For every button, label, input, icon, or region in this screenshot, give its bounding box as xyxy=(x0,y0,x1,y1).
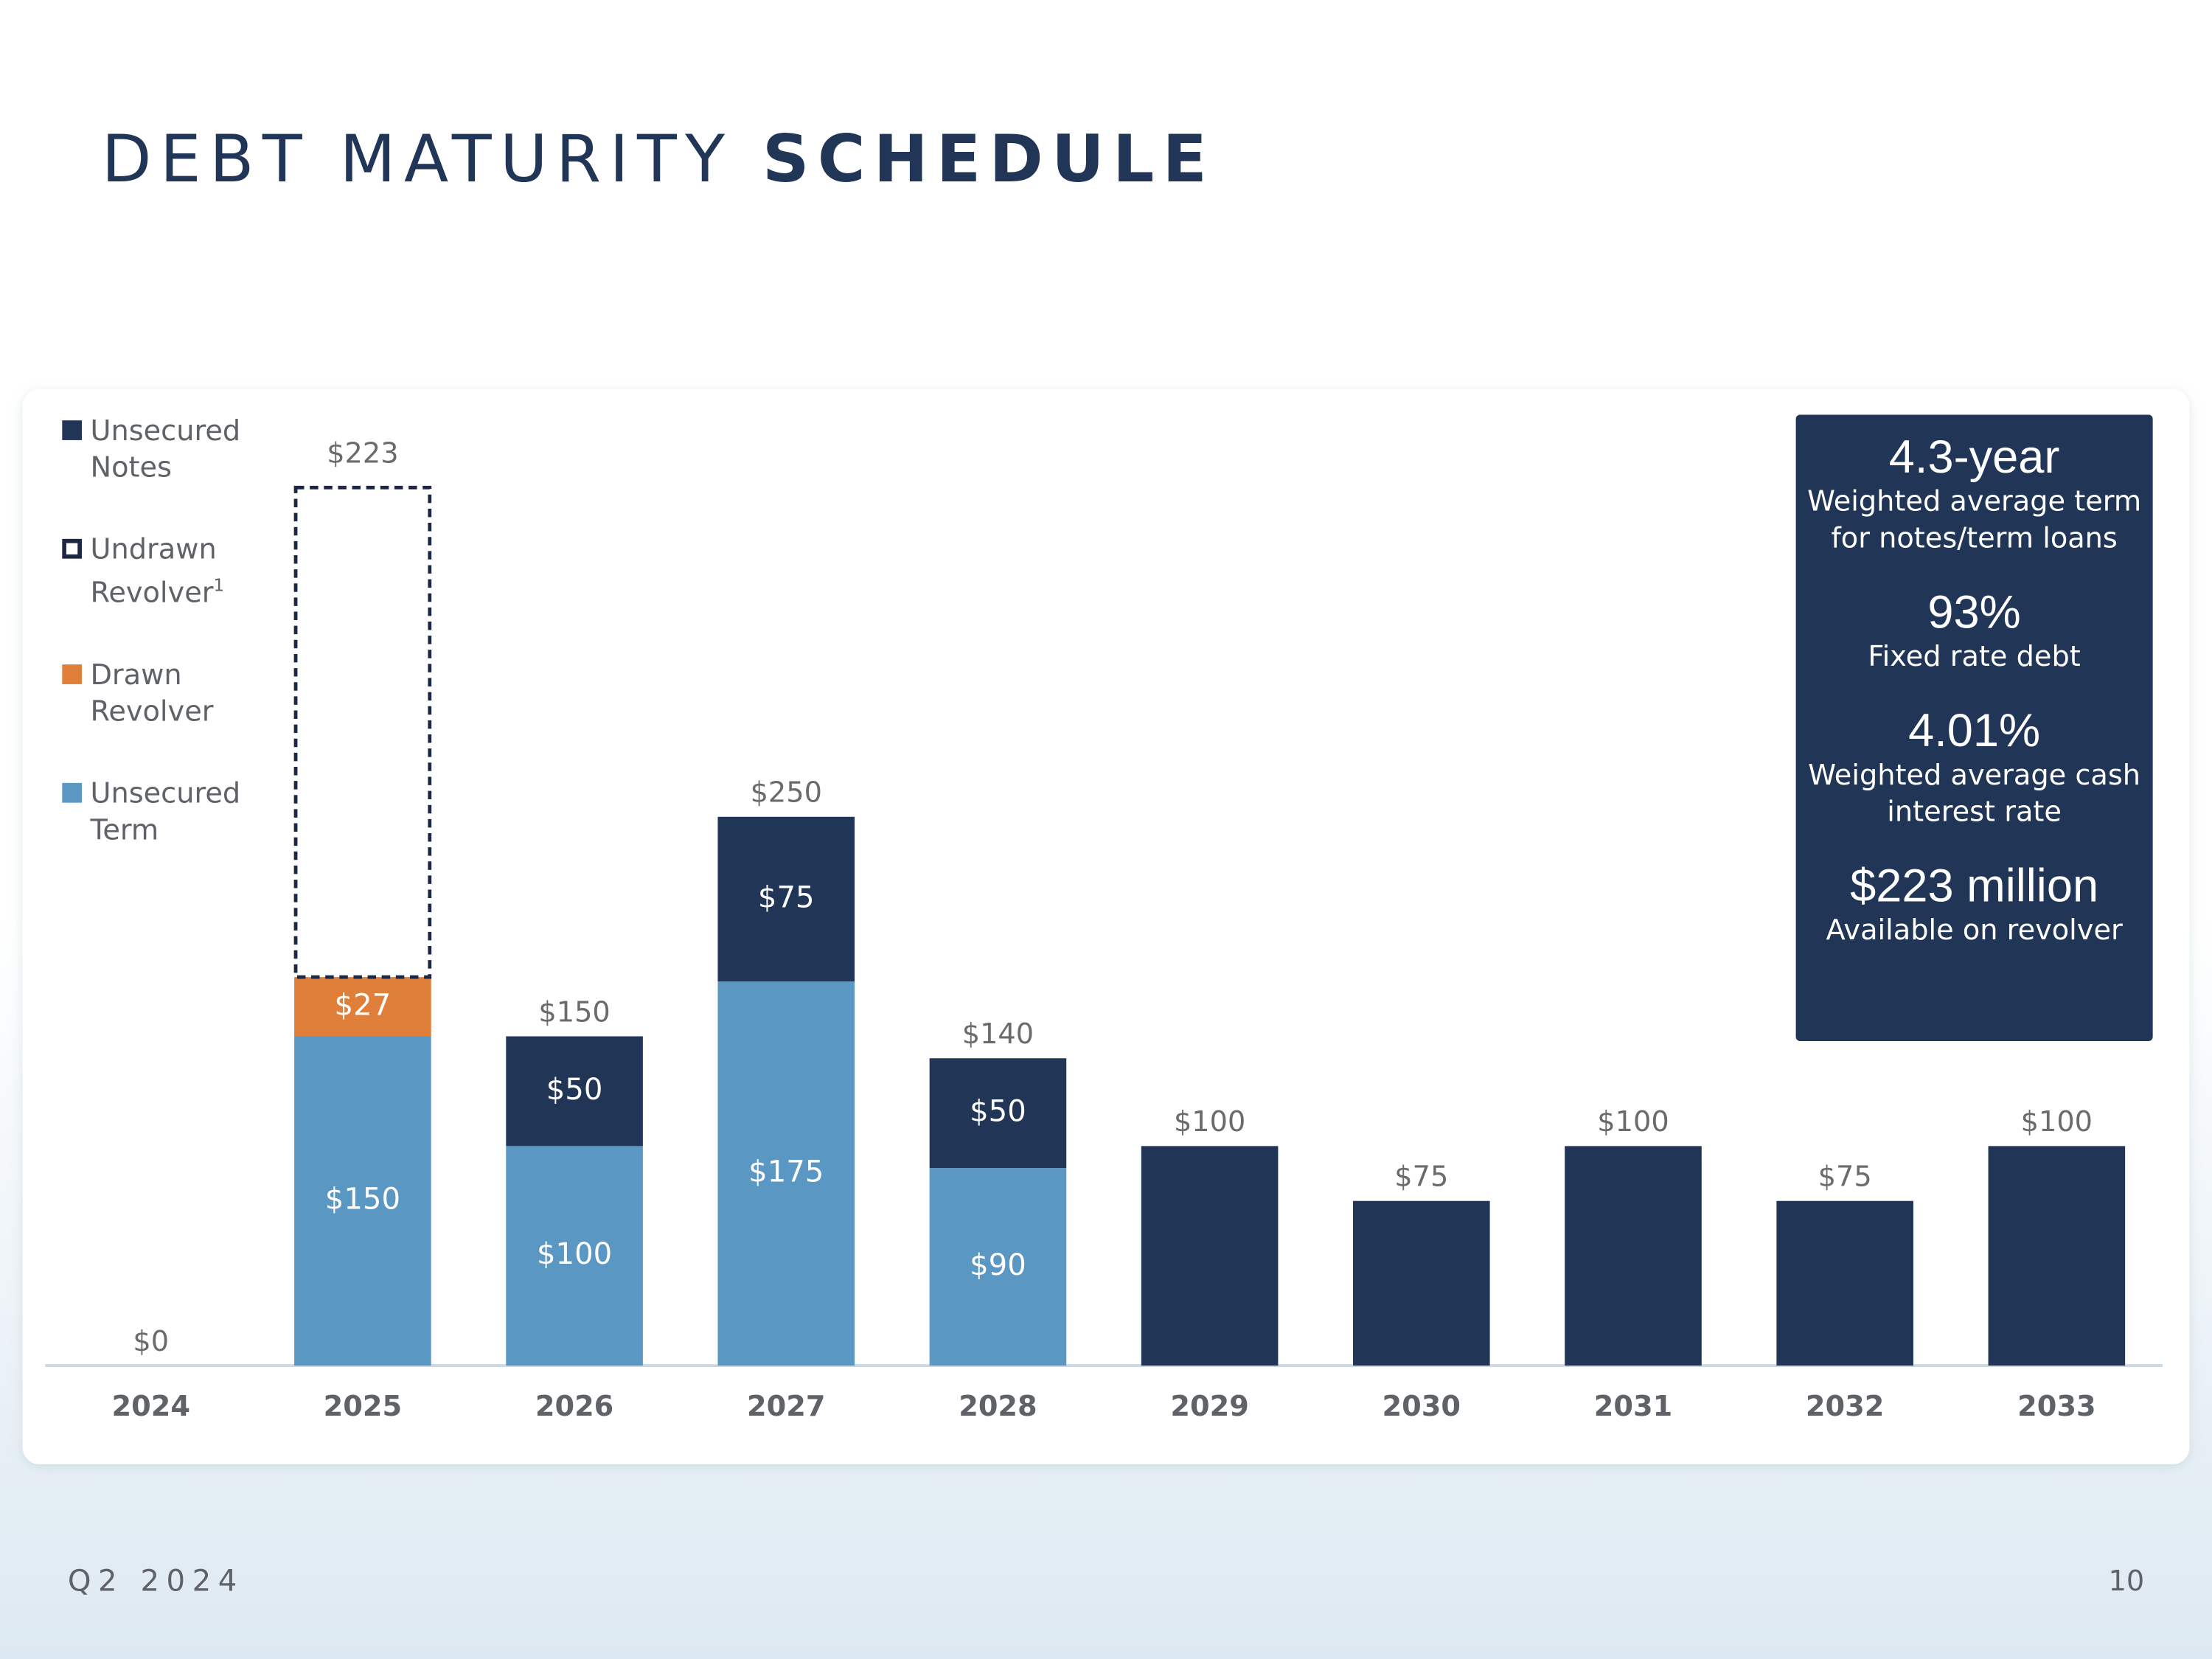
legend-label: Unsecured Term xyxy=(90,774,260,847)
bar-segment xyxy=(294,977,431,1037)
total-label: $250 xyxy=(751,776,822,810)
legend-item: Drawn Revolver xyxy=(62,655,302,728)
segment-label: $50 xyxy=(546,1073,603,1107)
segment-label: $27 xyxy=(335,988,392,1022)
x-tick-label: 2027 xyxy=(747,1390,825,1423)
title-regular: DEBT MATURITY xyxy=(102,121,734,197)
bar-segment xyxy=(929,1168,1067,1366)
legend-label: Undrawn Revolver1 xyxy=(90,530,260,610)
legend: Unsecured Notes Undrawn Revolver1 Drawn Re… xyxy=(62,412,302,848)
x-tick-label: 2033 xyxy=(2017,1390,2096,1423)
legend-footnote: 1 xyxy=(213,575,225,596)
total-label: $100 xyxy=(1597,1105,1669,1138)
title-bold: SCHEDULE xyxy=(762,121,1215,197)
segment-label: $75 xyxy=(758,880,815,914)
segment-label: $150 xyxy=(325,1183,400,1217)
stat-value: 4.01% xyxy=(1908,703,2041,757)
total-label: $140 xyxy=(962,1018,1034,1051)
stat: 4.3-year Weighted average term for notes/… xyxy=(1796,431,2153,555)
x-tick-label: 2031 xyxy=(1594,1390,1672,1423)
segment-label: $100 xyxy=(537,1237,612,1271)
bar-segment xyxy=(717,816,855,982)
bar-segment xyxy=(1141,1146,1279,1366)
bar-segment xyxy=(506,1036,643,1147)
stat-value: 4.3-year xyxy=(1888,431,2060,483)
stats: 4.3-year Weighted average term for notes/… xyxy=(1796,431,2153,947)
legend-text: Undrawn Revolver xyxy=(90,532,217,609)
stat-label: Weighted average cash interest rate xyxy=(1808,757,2141,829)
stat: 4.01% Weighted average cash interest rate xyxy=(1796,703,2153,830)
segment-label: $50 xyxy=(970,1095,1026,1129)
legend-swatch xyxy=(62,664,82,684)
legend-box: Unsecured Notes Undrawn Revolver1 Drawn Re… xyxy=(62,412,302,848)
legend-swatch xyxy=(62,420,82,440)
x-tick-label: 2030 xyxy=(1382,1390,1461,1423)
legend-text: Unsecured Notes xyxy=(90,413,241,484)
x-tick-label: 2024 xyxy=(111,1390,189,1423)
total-label: $150 xyxy=(538,995,610,1029)
bar-segment xyxy=(294,1036,431,1366)
legend-text: Drawn Revolver xyxy=(90,656,214,728)
footer: Q2 2024 xyxy=(68,1565,244,1599)
title: DEBT MATURITY SCHEDULE xyxy=(102,121,1215,197)
stat-value: $223 million xyxy=(1850,859,2099,911)
legend-label: Drawn Revolver xyxy=(90,655,260,728)
total-label: $75 xyxy=(1394,1161,1448,1194)
legend-item: Undrawn Revolver1 xyxy=(62,530,302,610)
total-label: $0 xyxy=(133,1325,169,1358)
bar-segment xyxy=(1988,1146,2126,1366)
bar-segment-outline xyxy=(293,485,432,979)
bar-segment xyxy=(929,1058,1067,1169)
legend-swatch xyxy=(62,538,82,559)
stat-label: Fixed rate debt xyxy=(1868,639,2081,673)
stat-label: Available on revolver xyxy=(1826,912,2123,947)
value-label: $223 xyxy=(327,437,398,470)
x-tick-label: 2028 xyxy=(959,1390,1037,1423)
total-label: $75 xyxy=(1818,1161,1872,1194)
stat-label: Weighted average term for notes/term loa… xyxy=(1807,484,2142,554)
stat: $223 million Available on revolver xyxy=(1796,860,2153,948)
segment-label: $175 xyxy=(748,1155,824,1189)
legend-text: Unsecured Term xyxy=(90,775,241,846)
bar-segment xyxy=(1565,1146,1702,1366)
legend-swatch xyxy=(62,782,82,802)
x-tick-label: 2032 xyxy=(1806,1390,1884,1423)
bar-segment xyxy=(717,981,855,1366)
x-tick-label: 2025 xyxy=(324,1390,402,1423)
segment-label: $90 xyxy=(970,1248,1026,1282)
legend-item: Unsecured Term xyxy=(62,774,302,847)
legend-item: Unsecured Notes xyxy=(62,412,302,485)
legend-label: Unsecured Notes xyxy=(90,412,260,485)
stats-box xyxy=(1795,414,2153,1041)
x-tick-label: 2029 xyxy=(1170,1390,1248,1423)
x-tick-label: 2026 xyxy=(535,1390,613,1423)
bar-segment xyxy=(506,1146,643,1366)
bar-segment xyxy=(1353,1200,1490,1366)
stat-value: 93% xyxy=(1927,585,2021,638)
bar-segment xyxy=(1776,1200,1913,1366)
total-label: $100 xyxy=(1174,1105,1245,1138)
page-number: 10 xyxy=(2108,1565,2144,1598)
stat: 93% Fixed rate debt xyxy=(1796,585,2153,675)
total-label: $100 xyxy=(2021,1105,2093,1138)
